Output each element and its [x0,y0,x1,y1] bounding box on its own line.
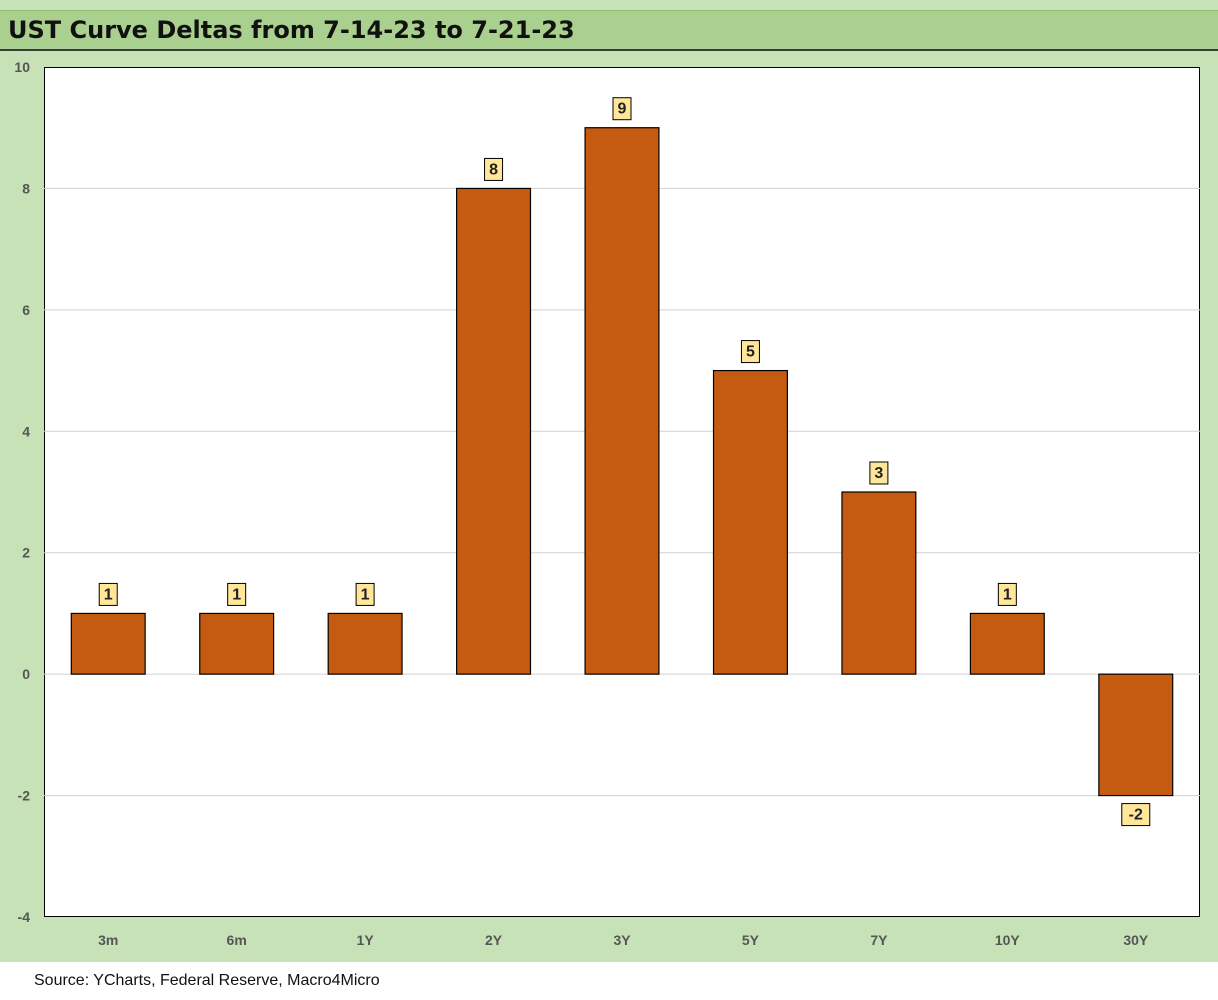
data-label: 1 [104,586,113,603]
y-tick-label: 6 [22,302,30,318]
data-label: 3 [874,465,883,482]
y-tick-label: 4 [22,423,30,439]
y-tick-label: -4 [18,909,31,925]
bar [1098,673,1174,797]
data-label-box [612,97,632,121]
y-tick-label: 10 [14,59,30,75]
data-label-box [740,340,760,364]
x-tick-label: 1Y [357,932,375,948]
bar [969,612,1045,675]
title-bar: UST Curve Deltas from 7-14-23 to 7-21-23 [0,10,1218,51]
x-tick-label: 7Y [870,932,888,948]
bar [456,187,532,675]
chart-title: UST Curve Deltas from 7-14-23 to 7-21-23 [8,16,575,44]
data-label-box [869,461,889,485]
data-label-box [355,582,375,606]
data-labels: 1 1 1 8 9 5 3 1 -2 [98,97,1151,827]
data-label-box [227,582,247,606]
data-label-box [98,582,118,606]
bar [199,612,275,675]
x-tick-label: 3m [98,932,118,948]
source-note: Source: YCharts, Federal Reserve, Macro4… [34,972,380,989]
data-label-box [997,582,1017,606]
y-tick-label: 8 [22,180,30,196]
y-axis-ticks: -4 -2 0 2 4 6 8 10 [14,59,30,925]
x-axis-labels: 3m 6m 1Y 2Y 3Y 5Y 7Y 10Y 30Y [98,932,1149,948]
x-tick-label: 3Y [613,932,631,948]
y-tick-label: 0 [22,666,30,682]
y-tick-label: -2 [18,788,31,804]
x-tick-label: 6m [227,932,247,948]
data-label-box [484,157,504,181]
data-label: 9 [618,101,627,118]
bar [841,491,917,675]
bar [70,612,146,675]
bar [584,127,660,675]
bar [712,369,788,675]
x-tick-label: 10Y [995,932,1021,948]
data-label: 1 [1003,586,1012,603]
bar [327,612,403,675]
x-tick-label: 5Y [742,932,760,948]
data-label: 8 [489,161,498,178]
data-label: 5 [746,344,755,361]
x-tick-label: 30Y [1123,932,1149,948]
data-label-box [1121,803,1151,827]
bar-chart: -4 -2 0 2 4 6 8 10 1 1 1 8 9 5 3 1 -2 3m 6m 1Y 2Y 3Y 5Y 7Y 10Y… [14,59,1200,948]
data-label: 1 [361,586,370,603]
data-label: -2 [1129,807,1143,824]
x-tick-label: 2Y [485,932,503,948]
data-label: 1 [232,586,241,603]
y-tick-label: 2 [22,545,30,561]
bars [70,127,1174,797]
